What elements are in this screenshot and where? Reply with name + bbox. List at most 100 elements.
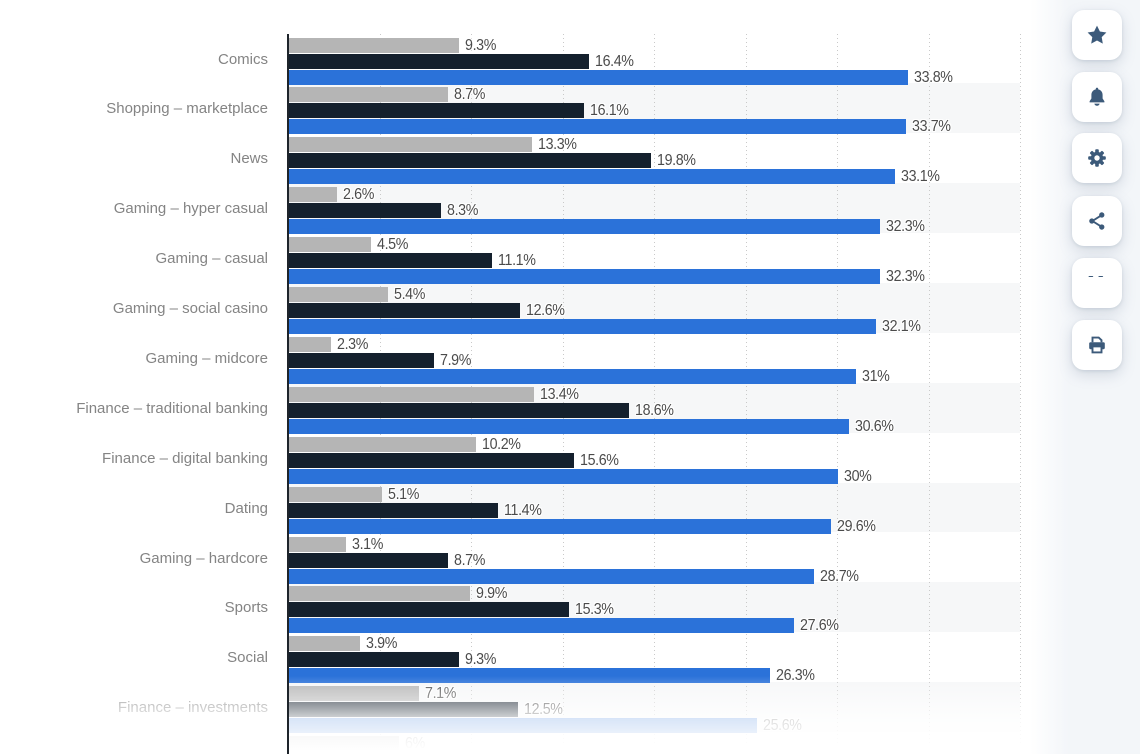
value-label: 2.6% — [342, 186, 374, 204]
category-label: Social — [227, 649, 268, 667]
vertical-gridline — [562, 33, 564, 746]
bar-series-dark-navy — [289, 502, 498, 518]
bar-series-dark-navy — [289, 103, 584, 119]
value-label: 9.3% — [465, 651, 497, 669]
value-label: 8.7% — [454, 551, 486, 569]
category-label: Finance – traditional banking — [76, 399, 268, 417]
value-label: 11.1% — [498, 252, 536, 270]
value-label: 9.3% — [465, 36, 497, 54]
value-label: 27.6% — [800, 617, 839, 635]
share-button[interactable] — [1072, 196, 1122, 246]
bar-series-gray — [289, 386, 535, 402]
value-label: 13.3% — [538, 136, 577, 154]
bell-icon — [1085, 85, 1109, 109]
bar-series-gray — [289, 636, 361, 652]
bar-series-dark-navy — [289, 203, 441, 219]
bar-series-blue — [289, 368, 857, 384]
value-label: 19.8% — [657, 152, 696, 170]
value-label: 32.3% — [886, 218, 925, 236]
bar-series-blue — [289, 568, 815, 584]
vertical-gridline — [1020, 33, 1021, 746]
value-label: 26.3% — [776, 667, 815, 685]
category-label: Comics — [217, 50, 268, 68]
bar-series-dark-navy — [289, 552, 449, 568]
bar-series-gray — [289, 237, 372, 253]
bar-series-gray — [289, 187, 337, 203]
value-label: 33.7% — [911, 118, 951, 136]
value-label: 30.6% — [854, 417, 894, 435]
value-label: 7.1% — [424, 685, 456, 703]
value-label: 13.4% — [540, 385, 579, 403]
value-label: 28.7% — [820, 567, 859, 585]
vertical-gridline — [928, 33, 930, 746]
value-label: 15.3% — [574, 601, 614, 619]
bar-series-dark-navy — [289, 53, 590, 69]
star-icon — [1085, 23, 1109, 47]
bar-series-dark-navy — [289, 702, 518, 718]
value-label: 30% — [844, 467, 872, 485]
category-label: Finance – investments — [117, 699, 268, 717]
toolbar-strip — [1030, 0, 1140, 754]
value-label: 3.9% — [366, 635, 398, 653]
favorite-button[interactable] — [1072, 10, 1122, 60]
settings-button[interactable] — [1072, 133, 1122, 183]
gear-icon — [1085, 146, 1109, 170]
bar-series-gray — [289, 536, 346, 552]
value-label: 2.3% — [337, 335, 369, 353]
quote-icon: ” — [1084, 276, 1110, 302]
category-label: Gaming – hyper casual — [113, 200, 268, 218]
value-label: 9.9% — [476, 585, 508, 603]
bar-series-dark-navy — [289, 402, 630, 418]
value-label: 32.3% — [886, 268, 925, 286]
bar-series-blue — [289, 119, 906, 135]
bar-series-gray — [289, 37, 460, 53]
value-label: 5.1% — [388, 485, 420, 503]
printer-icon — [1085, 333, 1109, 357]
bar-series-gray — [289, 336, 332, 352]
bar-series-blue — [289, 219, 881, 235]
value-label: 10.2% — [481, 435, 521, 453]
value-label: 12.6% — [525, 302, 565, 319]
category-label: Gaming – hardcore — [139, 549, 268, 567]
value-label: 6% — [404, 735, 425, 753]
value-label: 32.1% — [882, 318, 922, 335]
bar-series-gray — [289, 137, 533, 153]
cite-button[interactable]: ” — [1072, 258, 1122, 308]
bar-series-blue — [289, 69, 908, 85]
value-label: 12.5% — [523, 701, 563, 719]
bar-series-blue — [289, 169, 895, 185]
bar-series-gray — [289, 287, 388, 302]
value-label: 33.1% — [900, 168, 940, 186]
print-button[interactable] — [1072, 320, 1122, 370]
bar-series-dark-navy — [289, 652, 460, 668]
bar-series-blue — [289, 319, 877, 334]
category-label: Finance – digital banking — [102, 449, 268, 467]
category-label: Dating — [224, 499, 268, 517]
bar-series-gray — [289, 686, 419, 702]
value-label: 33.8% — [913, 68, 953, 86]
bar-series-blue — [289, 618, 795, 634]
bar-series-dark-navy — [289, 602, 569, 618]
category-label: News — [230, 150, 268, 168]
bar-series-blue — [289, 418, 849, 434]
vertical-gridline — [837, 33, 838, 746]
value-label: 8.3% — [446, 202, 478, 220]
bar-series-dark-navy — [289, 452, 575, 468]
bar-series-gray — [289, 87, 449, 103]
bar-series-blue — [289, 269, 881, 285]
value-label: 11.4% — [503, 501, 542, 519]
bar-partial-gray — [289, 736, 399, 752]
alerts-button[interactable] — [1072, 72, 1122, 122]
value-label: 16.4% — [595, 52, 634, 70]
category-label: Sports — [224, 599, 268, 617]
value-label: 18.6% — [635, 401, 674, 419]
bar-series-blue — [289, 668, 771, 684]
bar-series-gray — [289, 486, 383, 502]
bar-series-dark-navy — [289, 253, 493, 269]
category-label: Shopping – marketplace — [106, 100, 268, 118]
value-label: 5.4% — [393, 286, 425, 303]
bar-series-dark-navy — [289, 303, 520, 318]
vertical-gridline — [654, 33, 655, 746]
